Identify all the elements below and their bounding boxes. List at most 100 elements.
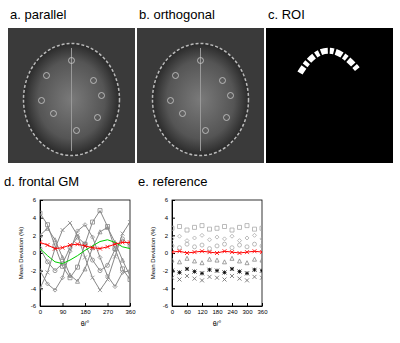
y-tick-label: 2 [33, 233, 37, 239]
panel-label: b. orthogonal [139, 7, 215, 22]
x-axis: 060120180240300360 [171, 303, 268, 315]
brain-rim [153, 44, 249, 156]
marker [245, 278, 249, 282]
marker [200, 224, 204, 228]
x-tick-label: 360 [257, 309, 268, 315]
x-tick-label: 0 [171, 309, 175, 315]
marker [61, 246, 65, 250]
y-tick: -2 [163, 268, 175, 274]
marker [253, 242, 257, 246]
marker [208, 247, 212, 251]
y-axis-title: Mean Deviation (%) [18, 227, 24, 280]
marker [230, 267, 234, 271]
marker [230, 246, 234, 250]
x-axis: 090180270360 [39, 303, 136, 315]
marker [121, 232, 125, 236]
marker [238, 251, 242, 255]
x-tick-label: 180 [80, 309, 91, 315]
marker [178, 225, 182, 229]
marker [193, 277, 197, 281]
plot-area [40, 209, 130, 293]
marker [91, 276, 95, 280]
marker [230, 228, 234, 232]
marker [223, 249, 227, 253]
marker [172, 269, 174, 273]
y-tick: 4 [165, 215, 175, 221]
marker [200, 233, 204, 237]
x-axis-title: θ/° [81, 320, 90, 327]
marker [46, 282, 50, 286]
marker [121, 270, 125, 274]
chart: e. reference060120180240300360-6-4-20246… [138, 174, 268, 327]
marker [193, 236, 197, 240]
image-panel: a. parallel [8, 7, 135, 163]
marker [208, 275, 212, 279]
marker [245, 245, 249, 249]
x-tick-mark [232, 303, 233, 306]
marker [128, 240, 130, 244]
y-tick-mark [40, 200, 43, 201]
marker [61, 228, 65, 232]
marker [193, 250, 197, 254]
y-tick-mark [172, 200, 175, 201]
x-tick-mark [108, 303, 109, 306]
x-tick-label: 300 [242, 309, 253, 315]
marker [223, 237, 227, 241]
marker [238, 259, 242, 263]
x-tick-label: 90 [60, 309, 67, 315]
marker [193, 270, 197, 274]
marker [172, 244, 174, 248]
marker [178, 270, 182, 274]
y-tick-label: 0 [165, 250, 169, 256]
x-tick: 300 [242, 303, 253, 315]
marker [185, 251, 189, 255]
y-tick: 0 [165, 250, 175, 256]
tissue-detail [180, 111, 186, 117]
marker [200, 278, 204, 282]
marker [53, 269, 57, 273]
marker [253, 275, 257, 279]
marker [98, 269, 102, 273]
image-background [266, 28, 393, 163]
marker [98, 230, 102, 234]
marker [40, 269, 42, 273]
y-tick: 6 [33, 197, 43, 203]
y-tick: -6 [31, 303, 43, 309]
marker [260, 244, 262, 248]
marker [253, 249, 257, 253]
marker [238, 225, 242, 229]
marker [91, 220, 95, 224]
tissue-detail [95, 115, 101, 121]
brain-rim [24, 44, 120, 156]
x-tick-label: 240 [227, 309, 238, 315]
marker [208, 227, 212, 231]
marker [172, 226, 174, 230]
marker [98, 288, 102, 292]
marker [68, 243, 72, 247]
y-tick-mark [172, 218, 175, 219]
tissue-detail [99, 93, 105, 99]
x-tick: 180 [212, 303, 223, 315]
marker [40, 233, 42, 237]
marker [113, 247, 117, 251]
tissue-detail [39, 98, 45, 104]
x-tick: 360 [257, 303, 268, 315]
marker [223, 260, 227, 264]
marker [91, 258, 95, 262]
marker [260, 250, 262, 254]
marker [40, 286, 42, 290]
y-axis: -6-4-20246 [163, 197, 175, 309]
series-line [40, 225, 130, 290]
marker [178, 278, 182, 282]
marker [83, 255, 87, 259]
marker [260, 258, 262, 262]
panel-label: a. parallel [10, 7, 66, 22]
marker [76, 265, 80, 269]
x-tick: 120 [197, 303, 208, 315]
marker [53, 238, 57, 242]
y-tick-label: -2 [31, 268, 37, 274]
marker [178, 249, 182, 253]
y-tick: -6 [163, 303, 175, 309]
marker [53, 247, 57, 251]
marker [200, 249, 204, 253]
